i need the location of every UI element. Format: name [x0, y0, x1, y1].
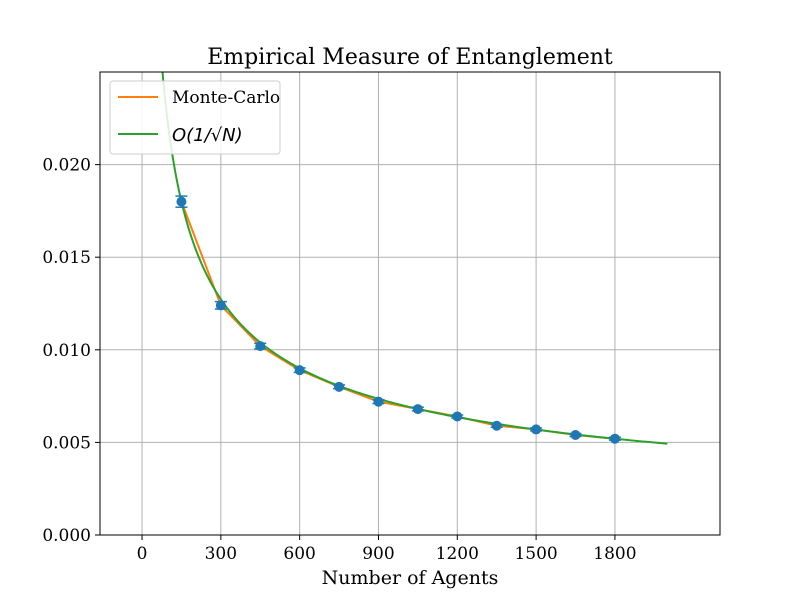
- x-tick-label: 300: [205, 544, 237, 564]
- x-tick-label: 0: [137, 544, 148, 564]
- x-tick-label: 900: [362, 544, 394, 564]
- chart-title: Empirical Measure of Entanglement: [207, 45, 613, 70]
- data-point: [491, 420, 502, 431]
- data-point: [570, 429, 581, 440]
- y-tick-label: 0.005: [42, 433, 91, 453]
- data-point: [373, 396, 384, 407]
- y-tick-label: 0.000: [42, 526, 91, 546]
- legend-box: [109, 80, 281, 155]
- legend-label-monte-carlo: Monte-Carlo: [172, 88, 280, 108]
- legend-label-sqrt-n: O(1/√N): [172, 125, 243, 146]
- x-tick-label: 1200: [436, 544, 479, 564]
- data-point: [412, 404, 423, 415]
- data-point: [176, 196, 187, 207]
- y-tick-label: 0.010: [42, 341, 91, 361]
- plot-frame: [99, 71, 721, 536]
- plot-series: [161, 72, 668, 445]
- data-point: [294, 365, 305, 376]
- data-point: [452, 411, 463, 422]
- data-point: [334, 381, 345, 392]
- data-point: [531, 424, 542, 435]
- x-tick-label: 1500: [514, 544, 557, 564]
- x-tick-label: 1800: [593, 544, 636, 564]
- y-tick-label: 0.015: [42, 248, 91, 268]
- data-point: [215, 300, 226, 311]
- axes: 0 300 600 900 1200 1500 1800 0.000 0.005 0.010 0.0…: [42, 156, 636, 564]
- data-point: [255, 341, 266, 352]
- x-tick-label: 600: [283, 544, 315, 564]
- x-axis-label: Number of Agents: [322, 567, 499, 589]
- monte-carlo-line: [180, 201, 616, 440]
- data-point: [609, 433, 620, 444]
- y-tick-label: 0.020: [42, 156, 91, 176]
- legend: Monte-Carlo O(1/√N): [109, 80, 281, 155]
